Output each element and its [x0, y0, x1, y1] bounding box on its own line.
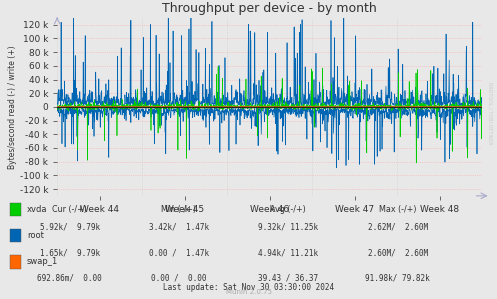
Text: Min (-/+): Min (-/+): [162, 205, 196, 214]
Text: 0.00 /  0.00: 0.00 / 0.00: [151, 274, 207, 283]
Text: Avg (-/+): Avg (-/+): [270, 205, 306, 214]
Text: xvda: xvda: [27, 205, 47, 214]
Text: 2.62M/  2.60M: 2.62M/ 2.60M: [368, 223, 427, 232]
Text: Munin 2.0.75: Munin 2.0.75: [226, 289, 271, 295]
Text: 91.98k/ 79.82k: 91.98k/ 79.82k: [365, 274, 430, 283]
Text: root: root: [27, 231, 44, 240]
Text: 692.86m/  0.00: 692.86m/ 0.00: [37, 274, 102, 283]
Text: 5.92k/  9.79k: 5.92k/ 9.79k: [40, 223, 99, 232]
Text: RRDTOOL / TOBI OETIKER: RRDTOOL / TOBI OETIKER: [487, 82, 492, 145]
Text: 9.32k/ 11.25k: 9.32k/ 11.25k: [258, 223, 318, 232]
Text: 0.00 /  1.47k: 0.00 / 1.47k: [149, 248, 209, 257]
Text: swap_1: swap_1: [27, 257, 58, 266]
Text: 2.60M/  2.60M: 2.60M/ 2.60M: [368, 248, 427, 257]
Title: Throughput per device - by month: Throughput per device - by month: [162, 2, 377, 15]
Y-axis label: Bytes/second read (-) / write (+): Bytes/second read (-) / write (+): [8, 45, 17, 169]
Text: Last update: Sat Nov 30 03:30:00 2024: Last update: Sat Nov 30 03:30:00 2024: [163, 283, 334, 292]
Text: 39.43 / 36.37: 39.43 / 36.37: [258, 274, 318, 283]
Text: 1.65k/  9.79k: 1.65k/ 9.79k: [40, 248, 99, 257]
Text: Max (-/+): Max (-/+): [379, 205, 416, 214]
Text: 3.42k/  1.47k: 3.42k/ 1.47k: [149, 223, 209, 232]
Text: 4.94k/ 11.21k: 4.94k/ 11.21k: [258, 248, 318, 257]
Text: Cur (-/+): Cur (-/+): [52, 205, 87, 214]
